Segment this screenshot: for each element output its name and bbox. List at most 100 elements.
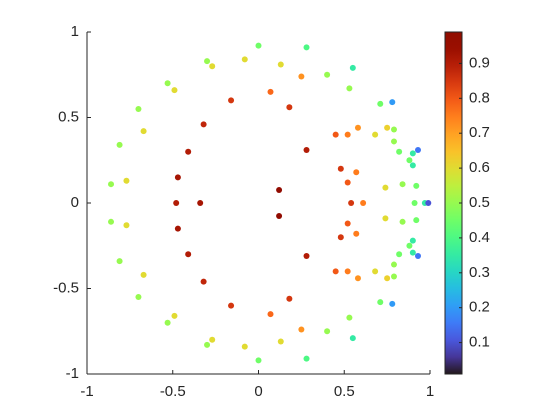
point: [164, 319, 171, 326]
y-tick-label: 1: [71, 23, 79, 40]
point: [228, 302, 235, 309]
point: [286, 104, 293, 111]
colorbar-tick-label: 0.4: [469, 229, 490, 246]
point: [255, 357, 262, 364]
point: [413, 182, 420, 189]
colorbar-tick-label: 0.1: [469, 334, 490, 351]
point: [241, 56, 248, 63]
colorbar-tick-label: 0.3: [469, 264, 490, 281]
colorbar-tick-label: 0.9: [469, 54, 490, 71]
x-tick-label: 1: [426, 383, 434, 400]
point: [135, 294, 142, 301]
point: [209, 63, 216, 70]
y-tick-label: -1: [66, 365, 79, 382]
point: [277, 338, 284, 345]
point: [372, 268, 379, 275]
point: [241, 343, 248, 350]
point: [353, 169, 360, 176]
point: [277, 61, 284, 68]
colorbar-tick-label: 0.7: [469, 124, 490, 141]
point: [409, 237, 416, 244]
point: [303, 355, 310, 362]
point: [174, 174, 181, 181]
point: [298, 326, 305, 333]
point: [354, 124, 361, 131]
point: [353, 230, 360, 237]
point: [276, 187, 283, 194]
point: [346, 314, 353, 321]
point: [185, 148, 192, 155]
point: [360, 200, 367, 206]
point: [349, 64, 356, 71]
point: [267, 88, 274, 95]
point: [382, 184, 389, 191]
y-tick-label: 0: [71, 194, 79, 211]
point: [116, 258, 123, 265]
point: [349, 335, 356, 342]
point: [140, 128, 147, 135]
point: [399, 218, 406, 225]
point: [197, 200, 204, 206]
x-tick-label: -0.5: [160, 383, 186, 400]
point: [276, 212, 283, 219]
point: [324, 328, 331, 335]
point: [409, 150, 416, 157]
point: [344, 179, 351, 186]
point: [108, 181, 115, 188]
point: [200, 278, 207, 285]
point: [413, 217, 420, 224]
colorbar-tick-label: 0.6: [469, 159, 490, 176]
point: [406, 157, 413, 164]
point: [390, 273, 397, 280]
point: [337, 165, 344, 172]
point: [116, 141, 123, 148]
point: [267, 311, 274, 318]
point: [173, 200, 180, 206]
point: [377, 299, 384, 306]
point: [204, 341, 211, 348]
point: [409, 162, 416, 169]
point: [382, 215, 389, 222]
point: [174, 225, 181, 232]
point: [286, 295, 293, 302]
point: [209, 336, 216, 343]
point: [390, 126, 397, 133]
point: [411, 200, 418, 206]
point: [185, 251, 192, 258]
point: [414, 146, 421, 153]
point: [390, 261, 397, 268]
x-tick-label: 0.5: [334, 383, 355, 400]
x-tick-label: 0: [254, 383, 262, 400]
point: [108, 218, 115, 225]
y-tick-label: 0.5: [58, 108, 79, 125]
point: [123, 177, 130, 184]
point: [332, 268, 339, 275]
x-tick-label: -1: [80, 383, 93, 400]
point: [384, 124, 391, 131]
point: [332, 131, 339, 138]
point: [389, 300, 396, 307]
point: [372, 131, 379, 138]
point: [414, 253, 421, 260]
point: [303, 253, 310, 260]
point: [354, 275, 361, 282]
colorbar-tick-label: 0.8: [469, 89, 490, 106]
point: [135, 105, 142, 112]
point: [384, 275, 391, 282]
y-tick-label: -0.5: [53, 279, 79, 296]
point: [346, 85, 353, 92]
point: [123, 222, 130, 229]
point: [389, 99, 396, 106]
point: [324, 71, 331, 78]
point: [337, 234, 344, 241]
point: [228, 97, 235, 104]
point: [344, 220, 351, 227]
point: [200, 121, 207, 128]
point: [164, 80, 171, 87]
point: [255, 42, 262, 49]
point: [348, 200, 355, 206]
point: [396, 251, 403, 258]
colorbar-tick-label: 0.5: [469, 194, 490, 211]
